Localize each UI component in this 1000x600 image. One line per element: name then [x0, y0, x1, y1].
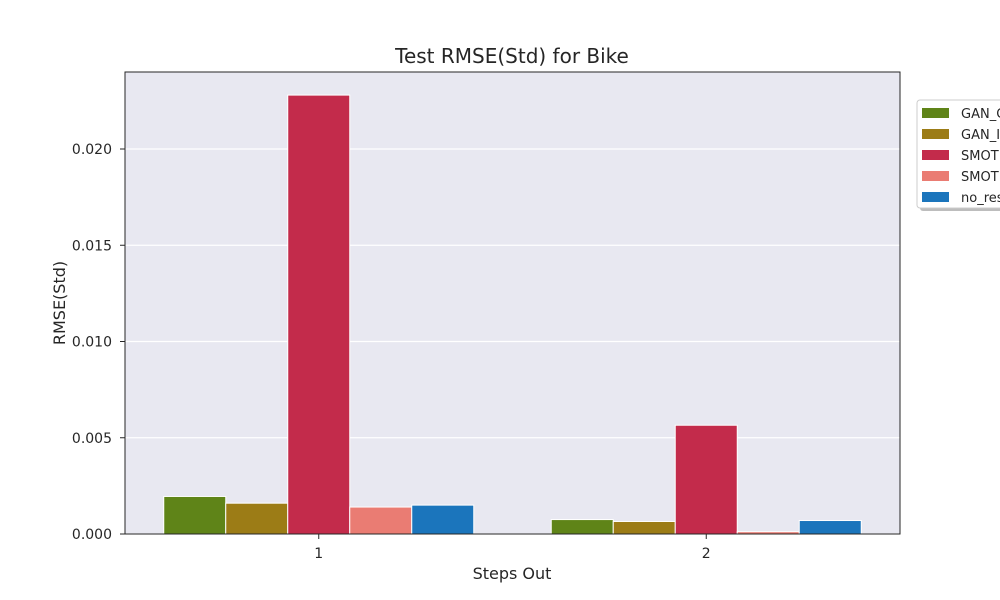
bar-no-res-4-step-2	[798, 520, 862, 535]
legend-swatch	[922, 192, 949, 202]
legend-label: no_res	[961, 191, 1000, 206]
legend: GAN_C GAN_I SMOT SMOT no_res	[916, 99, 1000, 211]
legend-label: SMOT	[961, 149, 999, 164]
plot-frame	[124, 71, 901, 535]
legend-label: SMOT	[961, 170, 999, 185]
y-tick-label: 0.020	[72, 142, 112, 158]
y-axis-label: RMSE(Std)	[50, 261, 69, 345]
bar-gan-c-0-step-2	[550, 519, 614, 535]
x-tick-label: 2	[702, 546, 711, 562]
bar-smot-3-step-1	[349, 506, 413, 535]
plot-area	[125, 72, 900, 534]
legend-swatch	[922, 108, 949, 118]
y-tick-label: 0.015	[72, 238, 112, 254]
legend-swatch	[922, 129, 949, 139]
bars	[163, 94, 862, 535]
bar-smot-2-step-1	[287, 94, 351, 535]
bar-gan-c-0-step-1	[163, 495, 227, 535]
y-tick-label: 0.010	[72, 335, 112, 351]
bar-smot-2-step-2	[674, 424, 738, 535]
x-tick-label: 1	[314, 546, 323, 562]
legend-swatch	[922, 150, 949, 160]
x-axis-label: Steps Out	[473, 564, 552, 583]
y-tick-label: 0.005	[72, 431, 112, 447]
bar-gan-i-1-step-1	[225, 502, 289, 535]
bar-no-res-4-step-1	[411, 504, 475, 535]
chart-title: Test RMSE(Std) for Bike	[394, 44, 629, 68]
legend-swatch	[922, 171, 949, 181]
legend-label: GAN_C	[961, 107, 1000, 122]
bar-gan-i-1-step-2	[612, 520, 676, 535]
legend-label: GAN_I	[961, 128, 1000, 143]
y-tick-label: 0.000	[72, 527, 112, 543]
y-ticks: 0.000 0.005 0.010 0.015 0.020	[72, 142, 125, 543]
